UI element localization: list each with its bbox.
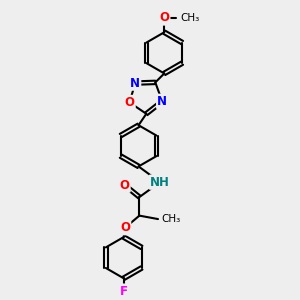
Text: O: O (119, 178, 130, 191)
Text: O: O (159, 11, 169, 24)
Text: NH: NH (150, 176, 170, 189)
Text: N: N (157, 95, 167, 108)
Text: CH₃: CH₃ (181, 13, 200, 23)
Text: CH₃: CH₃ (161, 214, 181, 224)
Text: O: O (120, 221, 130, 234)
Text: F: F (120, 285, 128, 298)
Text: O: O (124, 96, 135, 109)
Text: N: N (130, 76, 140, 90)
